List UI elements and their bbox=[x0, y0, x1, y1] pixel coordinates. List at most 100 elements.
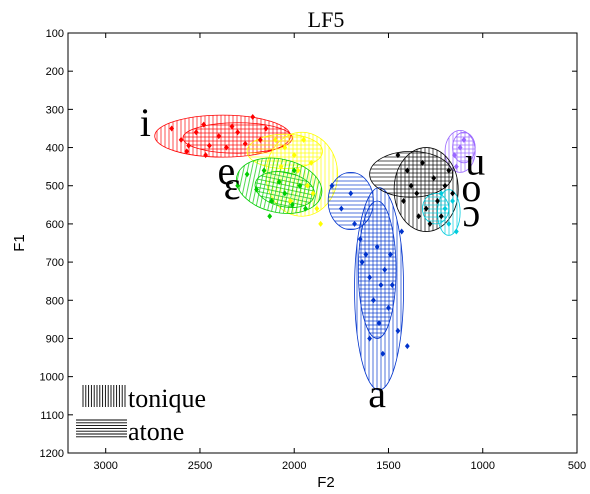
data-point bbox=[338, 205, 344, 212]
data-point bbox=[295, 167, 301, 174]
data-point bbox=[242, 140, 248, 147]
x-tick-label: 3000 bbox=[93, 460, 117, 472]
data-point bbox=[431, 175, 437, 182]
vowel-label: o bbox=[461, 165, 481, 210]
legend: tonique atone bbox=[76, 384, 206, 446]
y-tick-label: 1000 bbox=[40, 372, 64, 384]
data-point bbox=[376, 320, 382, 327]
data-point bbox=[329, 182, 335, 189]
ellipses-layer bbox=[154, 114, 476, 391]
data-point bbox=[435, 198, 440, 204]
data-point bbox=[291, 167, 297, 174]
data-point bbox=[269, 198, 274, 204]
data-point bbox=[288, 198, 293, 204]
x-tick-label: 2500 bbox=[188, 460, 212, 472]
data-point bbox=[427, 220, 433, 227]
legend-swatch-atone bbox=[76, 419, 127, 438]
data-point bbox=[378, 282, 384, 288]
y-tick-label: 1100 bbox=[40, 410, 64, 422]
data-point bbox=[216, 133, 222, 140]
y-axis-ticks: 100 200 300 400 500 600 700 800 900 1000 1100 1200 bbox=[40, 28, 577, 460]
data-point bbox=[272, 136, 278, 143]
data-point bbox=[235, 129, 241, 136]
data-point bbox=[357, 236, 363, 243]
data-point bbox=[363, 251, 369, 258]
data-point bbox=[450, 190, 455, 197]
data-point bbox=[401, 198, 406, 204]
data-point bbox=[371, 297, 376, 304]
data-point bbox=[404, 167, 410, 174]
data-point bbox=[257, 136, 263, 143]
data-point bbox=[254, 186, 259, 193]
vowel-label: a bbox=[368, 371, 386, 416]
data-point bbox=[263, 125, 269, 132]
legend-label-atone: atone bbox=[128, 417, 184, 446]
y-tick-label: 700 bbox=[46, 257, 64, 269]
vowel-label: ɛ bbox=[224, 163, 241, 208]
data-point bbox=[395, 327, 401, 334]
vowel-label: ɔ bbox=[463, 190, 481, 235]
ellipse-horizontal bbox=[357, 200, 397, 339]
x-axis-ticks: 3000 2500 2000 1500 1000 500 bbox=[93, 33, 586, 472]
data-point bbox=[416, 213, 422, 220]
vowel-label: u bbox=[465, 138, 485, 183]
data-point bbox=[399, 228, 405, 235]
data-point bbox=[414, 190, 420, 197]
x-tick-label: 500 bbox=[568, 460, 586, 472]
data-point bbox=[314, 205, 320, 212]
y-tick-label: 400 bbox=[46, 143, 64, 155]
data-point bbox=[408, 182, 414, 189]
vowel-label: i bbox=[140, 100, 151, 145]
legend-swatch-tonique bbox=[82, 385, 126, 407]
y-tick-label: 300 bbox=[46, 104, 64, 116]
data-point bbox=[395, 152, 401, 159]
data-point bbox=[169, 125, 175, 132]
data-point bbox=[442, 205, 448, 212]
data-point bbox=[404, 343, 410, 350]
x-tick-label: 2000 bbox=[282, 460, 306, 472]
data-point bbox=[178, 136, 184, 143]
ellipse-horizontal bbox=[327, 171, 374, 231]
data-point bbox=[450, 198, 455, 204]
data-point bbox=[282, 190, 288, 197]
data-point bbox=[438, 190, 444, 197]
data-point bbox=[386, 304, 391, 311]
data-point bbox=[223, 144, 229, 151]
y-tick-label: 800 bbox=[46, 295, 64, 307]
ellipse-horizontal bbox=[369, 150, 453, 198]
y-tick-label: 900 bbox=[46, 333, 64, 345]
legend-label-tonique: tonique bbox=[128, 384, 206, 413]
ellipse-horizontal bbox=[254, 171, 315, 208]
data-point bbox=[389, 282, 395, 288]
data-point bbox=[446, 167, 452, 174]
data-point bbox=[203, 152, 209, 159]
data-point bbox=[446, 220, 452, 227]
data-point bbox=[229, 123, 235, 130]
data-point bbox=[184, 148, 190, 155]
data-point bbox=[442, 182, 448, 189]
data-point bbox=[348, 190, 354, 197]
data-point bbox=[352, 220, 357, 227]
data-point bbox=[201, 121, 207, 128]
data-point bbox=[278, 163, 284, 170]
y-tick-label: 1200 bbox=[40, 448, 64, 460]
data-point bbox=[301, 136, 307, 143]
data-point bbox=[303, 205, 308, 212]
data-point bbox=[261, 167, 267, 174]
data-point bbox=[186, 142, 192, 149]
data-point bbox=[453, 163, 459, 170]
data-point bbox=[387, 251, 393, 258]
data-point bbox=[382, 266, 388, 273]
ellipse-horizontal bbox=[452, 131, 476, 164]
data-point bbox=[250, 114, 256, 120]
data-point bbox=[193, 129, 199, 136]
x-tick-label: 1500 bbox=[376, 460, 400, 472]
data-point bbox=[438, 213, 444, 220]
data-point bbox=[282, 144, 288, 151]
points-layer bbox=[169, 114, 467, 357]
x-axis-label: F2 bbox=[317, 474, 335, 491]
data-point bbox=[374, 243, 380, 250]
data-point bbox=[420, 159, 425, 166]
x-tick-label: 1000 bbox=[470, 460, 494, 472]
